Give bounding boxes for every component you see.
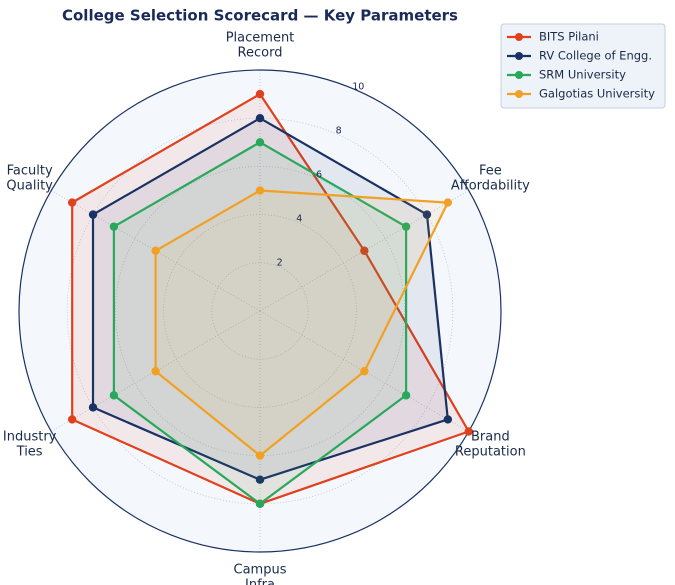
axis-label: Fee Affordability: [451, 163, 530, 193]
series-point: [443, 198, 453, 207]
axis-label: Faculty Quality: [6, 163, 53, 193]
r-tick-label: 10: [352, 81, 364, 92]
series-point: [109, 391, 119, 400]
series-point: [88, 210, 98, 219]
legend-label: BITS Pilani: [539, 30, 599, 44]
axis-label: Brand Reputation: [455, 429, 526, 459]
axis-label-line: Quality: [6, 178, 53, 193]
axis-label-line: Ties: [16, 444, 43, 459]
legend-label: SRM University: [539, 68, 626, 82]
series-point: [255, 451, 265, 460]
series-point: [151, 246, 160, 255]
outer-ring: [18, 69, 502, 553]
axis-label-line: Brand: [471, 429, 510, 444]
axis-label-line: Affordability: [451, 178, 530, 193]
series-point: [255, 138, 265, 147]
series-point: [255, 475, 265, 484]
axis-label-line: Faculty: [7, 163, 53, 178]
r-tick-label: 8: [336, 125, 342, 136]
series-point: [88, 403, 98, 412]
legend-label: Galgotias University: [539, 87, 655, 101]
axis-label-line: Reputation: [455, 444, 526, 459]
series-point: [255, 499, 265, 508]
legend-marker: [515, 52, 523, 60]
series-point: [151, 367, 160, 376]
grid-circle: [66, 117, 454, 505]
chart-title: College Selection Scorecard — Key Parame…: [62, 7, 458, 25]
legend-box: [500, 23, 666, 109]
axis-label-line: Infra: [245, 577, 275, 585]
series-point: [422, 210, 432, 219]
axis-label: Placement Record: [226, 30, 295, 60]
series-point: [464, 427, 473, 436]
series-area: [72, 94, 469, 504]
legend-marker: [515, 71, 523, 79]
series-point: [360, 367, 369, 376]
series-point: [255, 114, 265, 123]
series-area: [155, 190, 448, 456]
r-tick-label: 4: [296, 213, 302, 224]
legend-marker: [515, 90, 523, 98]
legend-label: RV College of Engg.: [539, 49, 652, 63]
r-tick-label: 6: [316, 169, 322, 180]
axis-label-line: Placement: [226, 30, 295, 45]
series-point: [401, 391, 411, 400]
axis-label: Campus Infra: [234, 562, 287, 585]
series-area: [93, 118, 448, 480]
series-point: [67, 198, 77, 207]
series-point: [401, 222, 411, 231]
axis-label-line: Record: [238, 45, 283, 60]
series-point: [67, 415, 77, 424]
series-point: [255, 89, 265, 99]
legend-marker: [515, 33, 523, 41]
axis-label: Industry Ties: [3, 429, 57, 459]
axis-label-line: Industry: [3, 429, 57, 444]
series-point: [109, 222, 119, 231]
axis-label-line: Campus: [234, 562, 287, 577]
series-point: [443, 415, 453, 424]
r-tick-label: 2: [277, 257, 283, 268]
series-point: [360, 246, 369, 255]
series-point: [255, 186, 265, 195]
axis-label-line: Fee: [479, 163, 502, 178]
